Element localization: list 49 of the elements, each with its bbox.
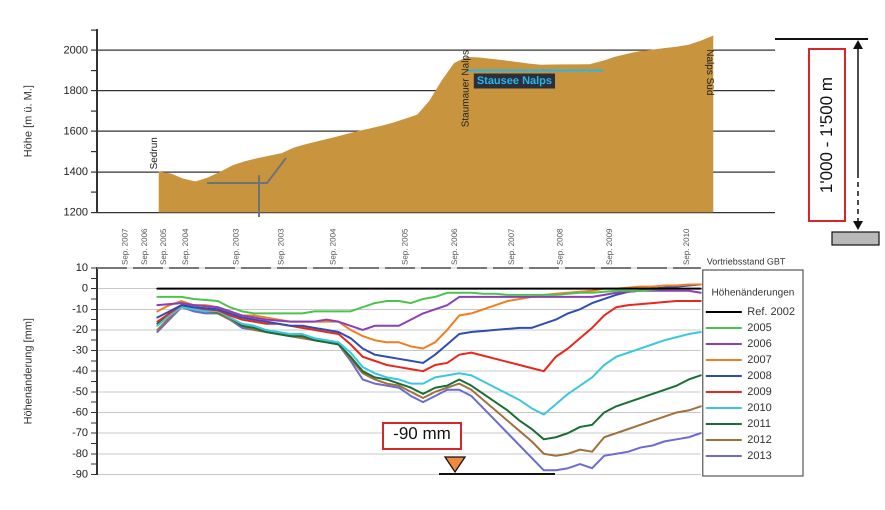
y-tick-label: -10: [72, 303, 88, 316]
legend-label: 2013: [747, 450, 772, 462]
legend-label: Ref. 2002: [747, 306, 795, 318]
text: Sep. 2007: [506, 228, 516, 265]
y-tick-label: -90: [72, 468, 88, 480]
legend-label: 2011: [747, 418, 771, 430]
y-tick-label: -30: [72, 344, 88, 357]
series-label: Stausee Nalps: [476, 75, 552, 88]
y-tick-label: -20: [72, 324, 88, 336]
legend-label: 2009: [747, 386, 772, 398]
annotation: Nalps Süd: [704, 49, 715, 96]
legend-label: 2010: [747, 402, 772, 414]
text: Sep. 2006: [450, 228, 460, 265]
legend-label: 2005: [747, 322, 772, 334]
annotation: -90 mm: [382, 422, 462, 450]
y-tick-label: 1800: [64, 84, 88, 97]
legend-title: Höhenänderungen: [711, 287, 794, 298]
y-tick-label: 1200: [64, 206, 88, 218]
y-tick-label: -70: [72, 427, 88, 440]
text: Vortriebsstand GBT: [706, 256, 786, 266]
y-axis-title: Höhe [m ü. M.]: [22, 85, 35, 158]
text: Sep. 2003: [232, 228, 241, 265]
annotation: Staumauer Nalps: [460, 50, 472, 128]
text: Sep. 2006: [140, 228, 149, 265]
legend-label: 2008: [747, 370, 772, 382]
text: Sep. 2003: [276, 228, 286, 265]
text: Sep. 2007: [120, 228, 130, 265]
text: Sep. 2008: [555, 228, 564, 265]
text: Sep. 2004: [328, 228, 338, 265]
text: 1'000 - 1'500 m: [817, 76, 837, 194]
text: Sep. 2005: [159, 228, 168, 265]
legend-label: 2007: [747, 354, 772, 366]
legend-label: 2006: [747, 338, 772, 350]
y-tick-label: -80: [72, 448, 88, 460]
text: Sep. 2009: [604, 228, 614, 265]
y-tick-label: 0: [82, 282, 88, 295]
y-tick-label: -40: [72, 365, 88, 378]
y-axis-title: Höhenänderung [mm]: [22, 318, 35, 424]
text: Sep. 2004: [180, 228, 190, 265]
y-tick-label: 1600: [64, 125, 88, 138]
y-tick-label: 1400: [64, 166, 88, 178]
text: Sep. 2005: [400, 228, 410, 265]
legend-label: 2012: [747, 434, 772, 446]
y-tick-label: -60: [72, 406, 88, 419]
y-tick-label: -50: [72, 386, 88, 398]
text: Sep. 2010: [682, 228, 692, 265]
annotation: Sedrun: [149, 137, 160, 170]
y-tick-label: 10: [76, 262, 88, 274]
y-tick-label: 2000: [64, 44, 88, 56]
